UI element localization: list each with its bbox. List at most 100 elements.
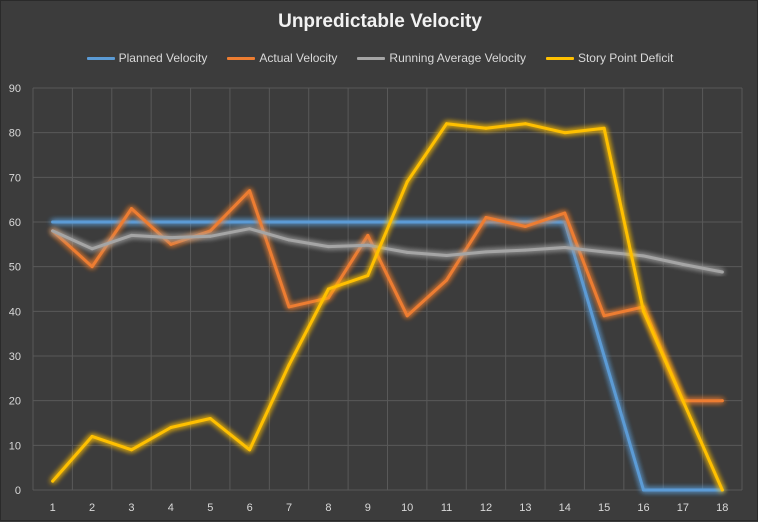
data-point-actual-velocity [169, 242, 173, 246]
legend-swatch-running-average-velocity [357, 56, 386, 60]
y-tick-label: 70 [9, 172, 21, 184]
legend-item-running-average-velocity: Running Average Velocity [357, 51, 526, 65]
legend-label-actual-velocity: Actual Velocity [259, 51, 338, 65]
x-tick-label: 4 [168, 502, 174, 514]
legend: Planned Velocity Actual Velocity Running… [1, 51, 758, 65]
data-point-planned-velocity [129, 220, 133, 224]
data-point-running-average-velocity [563, 245, 567, 249]
series-line-running-average-velocity [51, 227, 724, 274]
legend-item-planned-velocity: Planned Velocity [86, 51, 208, 65]
gridlines [32, 87, 743, 491]
data-point-running-average-velocity [366, 243, 370, 247]
data-point-planned-velocity [248, 220, 252, 224]
x-tick-label: 17 [677, 502, 689, 514]
data-point-planned-velocity [642, 488, 646, 492]
data-point-running-average-velocity [720, 270, 724, 274]
x-tick-label: 1 [50, 502, 56, 514]
data-point-planned-velocity [681, 488, 685, 492]
data-point-running-average-velocity [287, 238, 291, 242]
series-line-planned-velocity [51, 220, 724, 492]
data-point-running-average-velocity [602, 250, 606, 254]
data-point-story-point-deficit [248, 448, 252, 452]
data-point-story-point-deficit [484, 126, 488, 130]
y-tick-label: 30 [9, 351, 21, 363]
legend-item-story-point-deficit: Story Point Deficit [545, 51, 674, 65]
data-point-actual-velocity [720, 399, 724, 403]
data-point-running-average-velocity [51, 229, 55, 233]
legend-label-story-point-deficit: Story Point Deficit [577, 51, 674, 65]
data-point-actual-velocity [602, 314, 606, 318]
data-point-story-point-deficit [51, 479, 55, 483]
y-tick-label: 40 [9, 306, 21, 318]
y-tick-label: 80 [9, 128, 21, 140]
data-point-running-average-velocity [445, 254, 449, 257]
data-point-planned-velocity [51, 220, 55, 224]
data-point-planned-velocity [169, 220, 173, 224]
legend-swatch-planned-velocity [86, 56, 115, 60]
data-point-running-average-velocity [523, 248, 527, 252]
legend-label-planned-velocity: Planned Velocity [118, 51, 208, 65]
x-tick-label: 12 [480, 502, 492, 514]
data-point-planned-velocity [523, 220, 527, 224]
chart-title: Unpredictable Velocity [278, 11, 482, 32]
data-point-actual-velocity [287, 305, 291, 309]
data-point-story-point-deficit [405, 180, 409, 184]
data-point-story-point-deficit [681, 399, 685, 403]
y-tick-label: 20 [9, 396, 21, 408]
data-point-actual-velocity [563, 211, 567, 215]
data-point-actual-velocity [326, 296, 330, 300]
data-point-story-point-deficit [326, 287, 330, 291]
x-tick-label: 3 [128, 502, 134, 514]
x-tick-label: 5 [207, 502, 213, 514]
x-tick-label: 11 [441, 502, 452, 514]
data-point-actual-velocity [484, 216, 488, 220]
x-tick-label: 10 [401, 502, 413, 514]
x-tick-label: 16 [637, 502, 649, 514]
data-point-story-point-deficit [563, 131, 567, 135]
data-point-running-average-velocity [405, 250, 409, 254]
data-point-actual-velocity [445, 278, 449, 282]
data-point-story-point-deficit [208, 417, 212, 421]
x-tick-label: 7 [286, 502, 292, 514]
data-point-planned-velocity [90, 220, 94, 224]
data-point-running-average-velocity [642, 254, 646, 258]
series-lines [51, 122, 724, 492]
y-tick-label: 0 [15, 485, 21, 497]
data-point-running-average-velocity [681, 262, 685, 266]
legend-swatch-story-point-deficit [545, 56, 574, 60]
data-point-story-point-deficit [602, 126, 606, 130]
data-point-running-average-velocity [169, 236, 173, 240]
data-point-running-average-velocity [326, 245, 330, 249]
data-point-story-point-deficit [445, 122, 449, 126]
data-point-story-point-deficit [523, 122, 527, 126]
x-tick-label: 15 [598, 502, 610, 514]
data-point-planned-velocity [366, 220, 370, 224]
data-point-story-point-deficit [287, 363, 291, 367]
x-tick-label: 9 [365, 502, 371, 514]
data-point-running-average-velocity [248, 227, 252, 231]
x-tick-label: 8 [325, 502, 331, 514]
data-point-running-average-velocity [90, 247, 94, 251]
legend-item-actual-velocity: Actual Velocity [227, 51, 337, 65]
data-point-planned-velocity [563, 220, 567, 224]
data-point-actual-velocity [90, 265, 94, 269]
data-point-planned-velocity [602, 354, 606, 358]
data-point-planned-velocity [445, 220, 449, 224]
data-point-running-average-velocity [484, 250, 488, 254]
data-point-actual-velocity [248, 189, 252, 193]
x-tick-label: 6 [247, 502, 253, 514]
data-point-story-point-deficit [90, 434, 94, 438]
data-point-planned-velocity [287, 220, 291, 224]
x-tick-label: 14 [559, 502, 571, 514]
data-point-actual-velocity [405, 314, 409, 318]
y-tick-label: 60 [9, 217, 21, 229]
x-tick-label: 18 [716, 502, 728, 514]
data-point-planned-velocity [326, 220, 330, 224]
data-point-running-average-velocity [129, 233, 133, 237]
series-line-story-point-deficit [51, 122, 724, 492]
data-point-story-point-deficit [169, 425, 173, 429]
legend-label-running-average-velocity: Running Average Velocity [389, 51, 526, 65]
